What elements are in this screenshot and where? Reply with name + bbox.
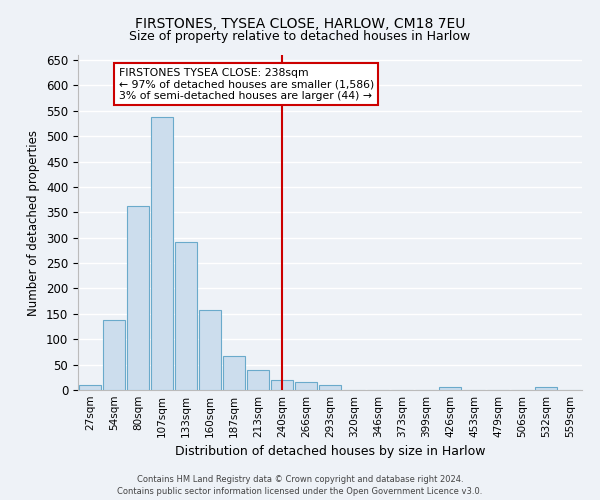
Bar bbox=[535, 388, 557, 390]
Bar bbox=[223, 356, 245, 390]
Bar bbox=[199, 310, 221, 390]
Bar bbox=[319, 385, 341, 390]
Bar bbox=[127, 206, 149, 390]
Text: FIRSTONES TYSEA CLOSE: 238sqm
← 97% of detached houses are smaller (1,586)
3% of: FIRSTONES TYSEA CLOSE: 238sqm ← 97% of d… bbox=[119, 68, 374, 101]
Text: FIRSTONES, TYSEA CLOSE, HARLOW, CM18 7EU: FIRSTONES, TYSEA CLOSE, HARLOW, CM18 7EU bbox=[135, 18, 465, 32]
Bar bbox=[247, 370, 269, 390]
Bar bbox=[79, 385, 101, 390]
Bar bbox=[295, 382, 317, 390]
Bar bbox=[271, 380, 293, 390]
Bar bbox=[439, 388, 461, 390]
X-axis label: Distribution of detached houses by size in Harlow: Distribution of detached houses by size … bbox=[175, 446, 485, 458]
Bar bbox=[175, 242, 197, 390]
Y-axis label: Number of detached properties: Number of detached properties bbox=[28, 130, 40, 316]
Bar bbox=[103, 320, 125, 390]
Bar bbox=[151, 118, 173, 390]
Text: Contains HM Land Registry data © Crown copyright and database right 2024.
Contai: Contains HM Land Registry data © Crown c… bbox=[118, 474, 482, 496]
Text: Size of property relative to detached houses in Harlow: Size of property relative to detached ho… bbox=[130, 30, 470, 43]
